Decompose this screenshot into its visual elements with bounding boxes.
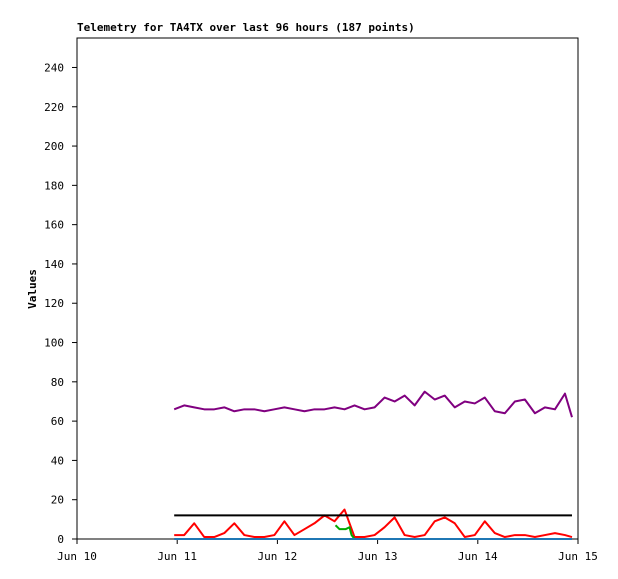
x-tick-label: Jun 15 xyxy=(558,550,598,563)
x-tick-label: Jun 10 xyxy=(57,550,97,563)
y-tick-label: 80 xyxy=(51,376,64,389)
series-line xyxy=(174,508,573,539)
y-tick-label: 240 xyxy=(44,61,64,74)
series-line xyxy=(334,524,356,540)
y-tick-label: 0 xyxy=(57,533,64,546)
y-tick-label: 20 xyxy=(51,494,64,507)
y-tick-label: 120 xyxy=(44,297,64,310)
y-tick-label: 160 xyxy=(44,219,64,232)
y-tick-label: 60 xyxy=(51,415,64,428)
series-line xyxy=(173,390,573,418)
y-tick-label: 40 xyxy=(51,454,64,467)
chart-title: Telemetry for TA4TX over last 96 hours (… xyxy=(77,21,415,34)
x-tick-label: Jun 11 xyxy=(157,550,197,563)
y-tick-label: 140 xyxy=(44,258,64,271)
y-tick-label: 200 xyxy=(44,140,64,153)
y-tick-label: 180 xyxy=(44,179,64,192)
y-tick-label: 100 xyxy=(44,337,64,350)
x-tick-label: Jun 14 xyxy=(458,550,498,563)
y-axis-label: Values xyxy=(26,269,39,309)
x-tick-label: Jun 12 xyxy=(258,550,298,563)
x-tick-label: Jun 13 xyxy=(358,550,398,563)
y-tick-label: 220 xyxy=(44,101,64,114)
